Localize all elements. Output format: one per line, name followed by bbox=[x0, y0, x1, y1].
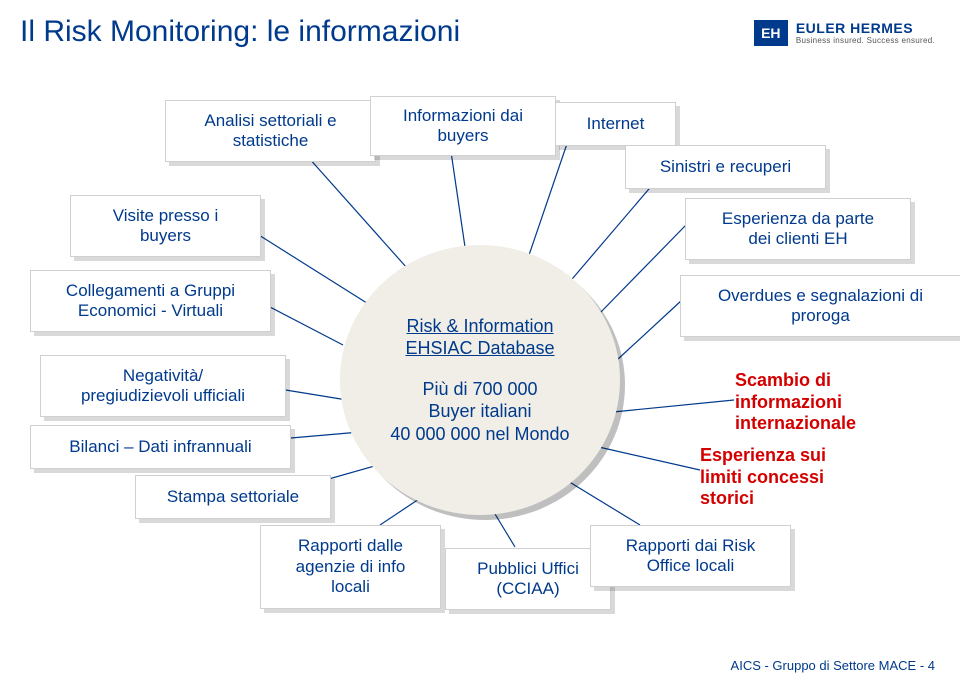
page-title: Il Risk Monitoring: le informazioni bbox=[20, 15, 460, 49]
box-pubblici: Pubblici Uffici(CCIAA) bbox=[445, 548, 611, 610]
box-gruppi: Collegamenti a GruppiEconomici - Virtual… bbox=[30, 270, 271, 332]
ellipse-line1: Risk & Information bbox=[406, 315, 553, 338]
box-info-buyers: Informazioni daibuyers bbox=[370, 96, 556, 156]
box-stampa: Stampa settoriale bbox=[135, 475, 331, 519]
logo-name: EULER HERMES bbox=[796, 21, 935, 36]
ellipse-stat1: Più di 700 000 bbox=[422, 378, 537, 401]
logo-tagline: Business insured. Success ensured. bbox=[796, 36, 935, 45]
center-ellipse: Risk & Information EHSIAC Database Più d… bbox=[340, 245, 620, 515]
box-rapporti-ro: Rapporti dai RiskOffice locali bbox=[590, 525, 791, 587]
box-sinistri: Sinistri e recuperi bbox=[625, 145, 826, 189]
ellipse-stat2: Buyer italiani bbox=[428, 400, 531, 423]
ellipse-stat3: 40 000 000 nel Mondo bbox=[390, 423, 569, 446]
logo-text-block: EULER HERMES Business insured. Success e… bbox=[796, 21, 935, 45]
box-negativita: Negatività/pregiudizievoli ufficiali bbox=[40, 355, 286, 417]
logo-badge: EH bbox=[754, 20, 788, 46]
box-analisi: Analisi settoriali estatistiche bbox=[165, 100, 376, 162]
box-esperienza: Esperienza da partedei clienti EH bbox=[685, 198, 911, 260]
ellipse-line2: EHSIAC Database bbox=[405, 337, 554, 360]
label-scambio: Scambio diinformazioniinternazionale bbox=[735, 370, 856, 435]
slide: Il Risk Monitoring: le informazioni EH E… bbox=[0, 0, 960, 685]
box-overdues: Overdues e segnalazioni diproroga bbox=[680, 275, 960, 337]
box-rapporti-ag: Rapporti dalleagenzie di infolocali bbox=[260, 525, 441, 609]
label-limiti: Esperienza suilimiti concessistorici bbox=[700, 445, 826, 510]
box-internet: Internet bbox=[555, 102, 676, 146]
footer-text: AICS - Gruppo di Settore MACE - 4 bbox=[731, 658, 935, 673]
brand-logo: EH EULER HERMES Business insured. Succes… bbox=[754, 20, 935, 46]
box-bilanci: Bilanci – Dati infrannuali bbox=[30, 425, 291, 469]
box-visite: Visite presso ibuyers bbox=[70, 195, 261, 257]
